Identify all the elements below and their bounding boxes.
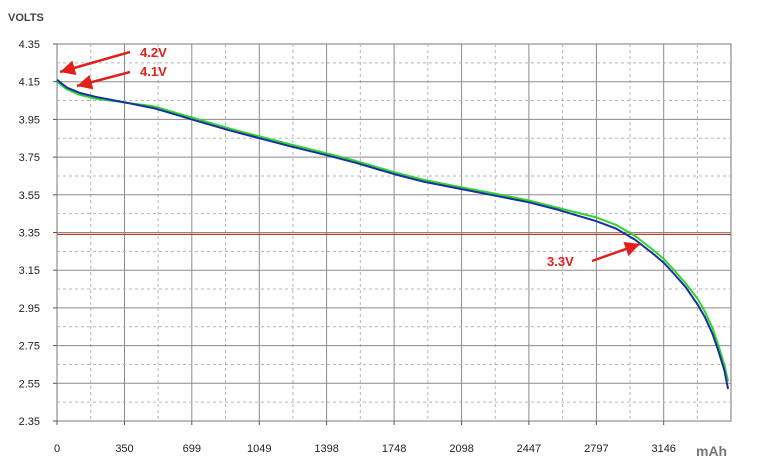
series-layer (56, 79, 730, 390)
y-axis-label: VOLTS (8, 12, 44, 24)
annotation-label: 4.1V (140, 64, 167, 79)
x-tick-label: 0 (54, 443, 60, 455)
y-tick-label: 3.95 (19, 114, 40, 126)
y-tick-label: 4.15 (19, 77, 40, 89)
annotation-arrow (591, 241, 641, 263)
y-tick-label: 2.35 (19, 416, 40, 428)
y-tick-label: 3.75 (19, 152, 40, 164)
x-tick-label: 2447 (517, 443, 541, 455)
y-tick-label: 2.95 (19, 303, 40, 315)
y-tick-label: 3.15 (19, 265, 40, 277)
x-tick-label: 2797 (584, 443, 608, 455)
x-tick-label: 699 (183, 443, 201, 455)
x-tick-label: 1748 (382, 443, 406, 455)
annotation-label: 3.3V (547, 254, 574, 269)
grid-layer (53, 43, 732, 425)
y-tick-label: 3.55 (19, 190, 40, 202)
annotation-layer: 4.2V 4.1V 3.3V (59, 45, 641, 269)
y-tick-label: 3.35 (19, 228, 40, 240)
annotation-arrow (76, 70, 131, 90)
x-tick-label: 1049 (247, 443, 271, 455)
y-tick-label: 2.55 (19, 378, 40, 390)
x-tick-label: 350 (115, 443, 133, 455)
series-line-1 (56, 79, 730, 390)
x-axis-label: mAh (696, 443, 727, 459)
x-tick-label: 3146 (651, 443, 675, 455)
tick-label-layer: 0 350 699 1049 1398 1748 2098 2447 2797 3146 4.35 4… (19, 39, 676, 455)
x-tick-label: 2098 (449, 443, 473, 455)
annotation-label: 4.2V (140, 45, 167, 60)
annotation-arrow (59, 50, 131, 76)
x-tick-label: 1398 (314, 443, 338, 455)
y-tick-label: 4.35 (19, 39, 40, 51)
series-line-2 (56, 80, 730, 382)
y-tick-label: 2.75 (19, 341, 40, 353)
